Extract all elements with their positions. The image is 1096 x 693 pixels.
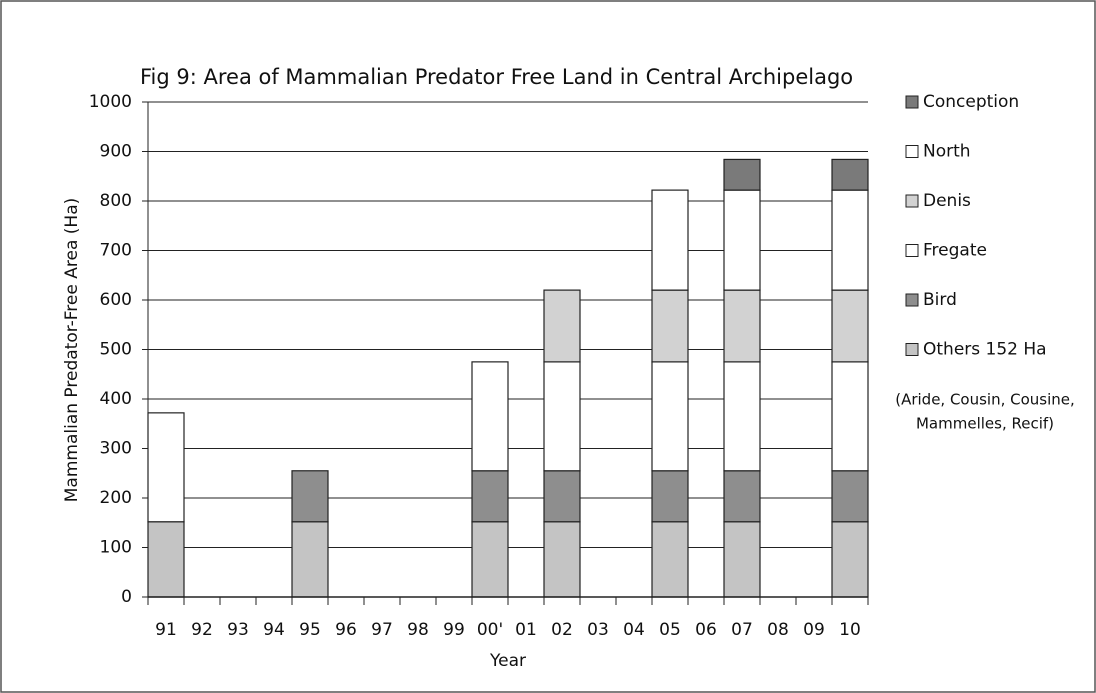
- y-tick-label: 300: [100, 439, 132, 459]
- x-tick-label: 03: [587, 620, 609, 640]
- legend-label: Conception: [923, 92, 1019, 112]
- bar-segment: [543, 521, 581, 598]
- legend-swatch: [905, 293, 919, 307]
- y-tick-label: 900: [100, 142, 132, 162]
- x-tick-label: 02: [551, 620, 573, 640]
- x-tick-label: 08: [767, 620, 789, 640]
- bar-segment: [651, 189, 689, 291]
- bar-segment: [471, 521, 509, 598]
- x-tick-label: 07: [731, 620, 753, 640]
- x-tick-label: 10: [839, 620, 861, 640]
- y-axis-label: Mammalian Predator-Free Area (Ha): [62, 198, 82, 502]
- legend-label: Fregate: [923, 241, 987, 261]
- x-tick-label: 94: [263, 620, 285, 640]
- bar-segment: [651, 289, 689, 363]
- x-tick-label: 92: [191, 620, 213, 640]
- x-tick-label: 05: [659, 620, 681, 640]
- y-tick-label: 500: [100, 340, 132, 360]
- chart-title: Fig 9: Area of Mammalian Predator Free L…: [140, 65, 853, 89]
- y-tick-label: 0: [121, 587, 132, 607]
- x-tick-label: 98: [407, 620, 429, 640]
- legend-note: (Aride, Cousin, Cousine,: [895, 391, 1075, 409]
- bar-segment: [543, 289, 581, 363]
- bar-segment: [831, 361, 869, 472]
- bar-segment: [831, 521, 869, 598]
- bar-segment: [291, 470, 329, 523]
- bar-segment: [471, 361, 509, 472]
- bar-segment: [651, 521, 689, 598]
- legend-label: North: [923, 142, 971, 162]
- y-tick-label: 1000: [89, 92, 132, 112]
- bar-segment: [291, 521, 329, 598]
- bar-segment: [723, 158, 761, 191]
- x-tick-label: 01: [515, 620, 537, 640]
- legend-label: Denis: [923, 191, 971, 211]
- x-tick-label: 96: [335, 620, 357, 640]
- x-tick-label: 97: [371, 620, 393, 640]
- bar-segment: [651, 470, 689, 523]
- bar-segment: [471, 470, 509, 523]
- x-tick-label: 09: [803, 620, 825, 640]
- legend-swatch: [905, 145, 919, 158]
- y-tick-label: 800: [100, 191, 132, 211]
- legend-label: Others 152 Ha: [923, 340, 1047, 360]
- bar-segment: [147, 412, 185, 523]
- bar-segment: [723, 361, 761, 472]
- legend-label: Bird: [923, 290, 957, 310]
- bar-segment: [543, 361, 581, 472]
- x-tick-label: 95: [299, 620, 321, 640]
- x-tick-label: 91: [155, 620, 177, 640]
- legend-swatch: [905, 194, 919, 208]
- bar-segment: [831, 470, 869, 523]
- y-tick-label: 600: [100, 290, 132, 310]
- bar-segment: [723, 289, 761, 363]
- y-tick-label: 200: [100, 488, 132, 508]
- bar-segment: [543, 470, 581, 523]
- bar-segment: [147, 521, 185, 598]
- x-tick-label: 99: [443, 620, 465, 640]
- bar-segment: [831, 189, 869, 291]
- legend-swatch: [905, 95, 919, 109]
- y-tick-label: 100: [100, 538, 132, 558]
- bar-segment: [723, 189, 761, 291]
- x-tick-label: 00': [477, 620, 503, 640]
- bar-segment: [831, 158, 869, 191]
- y-tick-label: 700: [100, 241, 132, 261]
- x-axis-label: Year: [489, 651, 526, 671]
- x-tick-label: 04: [623, 620, 645, 640]
- legend-note: Mammelles, Recif): [916, 415, 1054, 433]
- legend-swatch: [905, 244, 919, 257]
- bar-segment: [723, 470, 761, 523]
- y-tick-label: 400: [100, 389, 132, 409]
- x-tick-label: 06: [695, 620, 717, 640]
- bar-segment: [831, 289, 869, 363]
- bar-segment: [651, 361, 689, 472]
- bar-segment: [723, 521, 761, 598]
- legend-swatch: [905, 343, 919, 356]
- x-tick-label: 93: [227, 620, 249, 640]
